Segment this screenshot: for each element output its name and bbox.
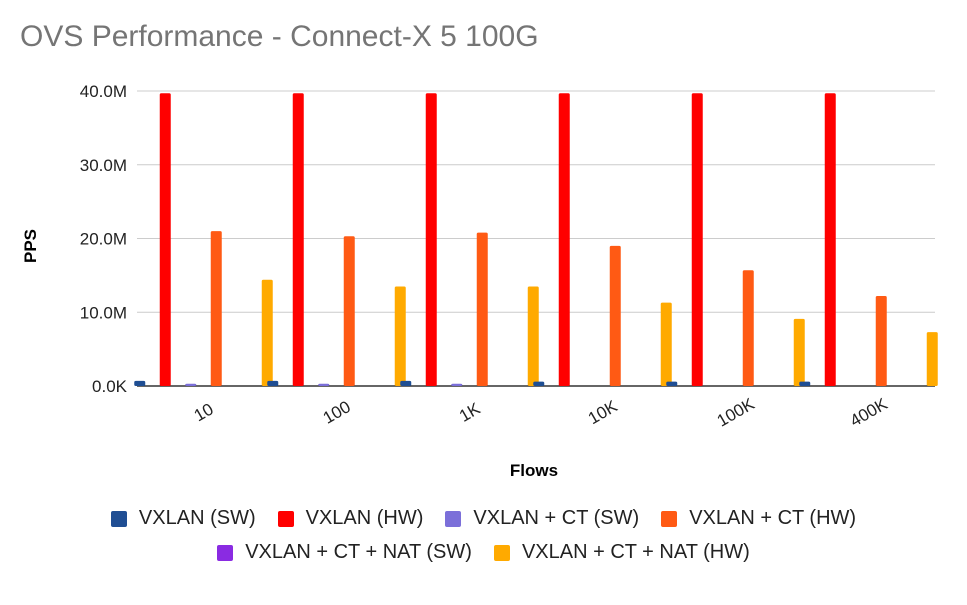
- legend-swatch: [445, 510, 462, 527]
- bar: [875, 296, 887, 386]
- bar: [742, 270, 754, 386]
- bar: [660, 302, 672, 386]
- bar: [609, 245, 621, 386]
- bar: [824, 93, 836, 387]
- x-axis-label: Flows: [510, 461, 558, 480]
- y-tick-label: 40.0M: [80, 82, 127, 101]
- legend-swatch: [277, 510, 294, 527]
- x-axis-tick-labels: 10 100 1K 10K 100K 400K: [191, 394, 891, 431]
- legend-label: VXLAN + CT (SW): [473, 507, 640, 529]
- bars: [134, 93, 938, 387]
- legend-row-1: VXLAN (SW) VXLAN (HW) VXLAN + CT (SW) VX…: [0, 507, 967, 530]
- legend-item: VXLAN (HW): [277, 507, 424, 530]
- y-tick-label: 30.0M: [80, 156, 127, 175]
- x-tick-label: 10K: [585, 396, 621, 428]
- legend-label: VXLAN (HW): [305, 507, 424, 529]
- bar: [691, 93, 703, 387]
- bar: [210, 231, 222, 386]
- bar: [793, 318, 805, 386]
- bar: [400, 380, 412, 386]
- bar: [451, 383, 463, 386]
- legend-label: VXLAN + CT + NAT (HW): [521, 541, 750, 563]
- bar: [799, 381, 811, 386]
- legend-label: VXLAN + CT + NAT (SW): [245, 541, 472, 563]
- bar: [292, 93, 304, 387]
- legend-item: VXLAN (SW): [110, 507, 256, 530]
- x-tick-label: 400K: [847, 394, 891, 431]
- legend-swatch: [217, 544, 234, 561]
- bar: [926, 332, 938, 386]
- legend-item: VXLAN + CT (HW): [661, 507, 856, 530]
- bar: [318, 383, 330, 386]
- bar: [527, 286, 539, 386]
- bar: [425, 93, 437, 387]
- legend-swatch: [110, 510, 127, 527]
- y-axis-tick-labels: 0.0K 10.0M 20.0M 30.0M 40.0M: [80, 82, 128, 396]
- x-tick-label: 100: [320, 397, 354, 428]
- y-tick-label: 10.0M: [80, 303, 127, 322]
- x-tick-label: 10: [191, 399, 217, 425]
- legend-label: VXLAN + CT (HW): [689, 507, 857, 529]
- bar: [533, 381, 545, 386]
- legend-swatch: [661, 510, 678, 527]
- chart-title: OVS Performance - Connect-X 5 100G: [20, 20, 539, 53]
- bar: [185, 383, 197, 386]
- bar: [476, 232, 488, 386]
- legend-item: VXLAN + CT + NAT (SW): [217, 541, 472, 564]
- legend-row-2: VXLAN + CT + NAT (SW) VXLAN + CT + NAT (…: [0, 541, 967, 564]
- bar: [394, 286, 406, 386]
- x-tick-label: 100K: [714, 394, 758, 431]
- legend-label: VXLAN (SW): [138, 507, 256, 529]
- y-tick-label: 0.0K: [92, 377, 128, 396]
- bar: [267, 380, 279, 386]
- legend-item: VXLAN + CT + NAT (HW): [493, 541, 750, 564]
- y-axis-label: PPS: [21, 229, 40, 263]
- x-tick-label: 1K: [456, 399, 484, 426]
- y-tick-label: 20.0M: [80, 230, 127, 249]
- bar: [558, 93, 570, 387]
- bar: [159, 93, 171, 387]
- bar: [343, 236, 355, 386]
- bar: [261, 279, 273, 386]
- bar: [666, 381, 678, 386]
- bar: [134, 380, 146, 386]
- legend-swatch: [493, 544, 510, 561]
- legend-item: VXLAN + CT (SW): [445, 507, 639, 530]
